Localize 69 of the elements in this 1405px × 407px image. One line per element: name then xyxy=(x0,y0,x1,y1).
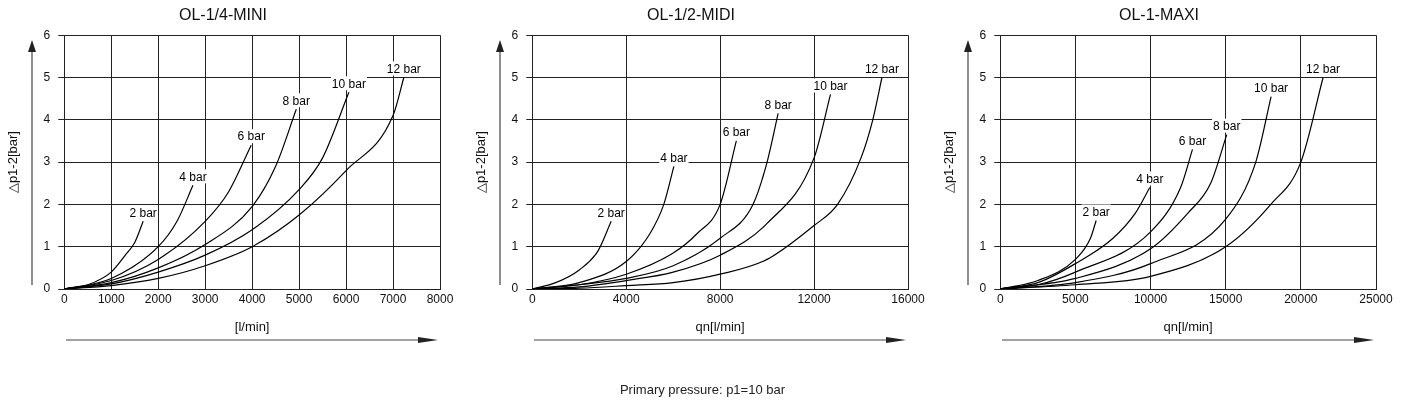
y-tick-label: 6 xyxy=(43,27,51,42)
x-tick-label: 8000 xyxy=(426,291,454,306)
y-tick-label: 3 xyxy=(511,154,519,169)
x-axis-title: qn[l/min] xyxy=(1163,318,1213,334)
y-tick-label: 2 xyxy=(511,196,519,211)
x-tick-label: 7000 xyxy=(379,291,407,306)
x-tick-label: 8000 xyxy=(706,291,734,306)
x-tick-label: 12000 xyxy=(797,291,832,306)
x-tick-label: 20000 xyxy=(1284,291,1318,306)
x-tick-label: 5000 xyxy=(1062,291,1090,306)
x-tick-label: 3000 xyxy=(191,291,219,306)
y-tick-label: 4 xyxy=(979,112,987,127)
y-tick-label: 2 xyxy=(979,196,987,211)
y-tick-label: 4 xyxy=(43,112,51,127)
series-label: 6 bar xyxy=(722,125,751,140)
x-tick-label: 16000 xyxy=(891,291,926,306)
series-label: 2 bar xyxy=(597,205,625,220)
y-tick-label: 1 xyxy=(979,239,987,254)
x-tick-label: 15000 xyxy=(1209,291,1243,306)
series-label: 10 bar xyxy=(1254,80,1289,95)
x-tick-label: 6000 xyxy=(332,291,360,306)
x-axis-title: [l/min] xyxy=(234,318,270,334)
series-label: 2 bar xyxy=(129,205,157,220)
chart-title: OL-1/2-MIDI xyxy=(646,6,736,24)
y-tick-label: 3 xyxy=(43,154,51,169)
y-tick-label: 2 xyxy=(43,196,51,211)
series-label: 6 bar xyxy=(1178,133,1207,148)
series-label: 2 bar xyxy=(1082,204,1110,219)
chart-title: OL-1-MAXI xyxy=(1118,6,1200,24)
series-label: 12 bar xyxy=(386,61,421,76)
series-label: 12 bar xyxy=(1306,61,1341,76)
x-tick-label: 0 xyxy=(528,291,536,306)
x-tick-label: 5000 xyxy=(285,291,313,306)
series-label: 10 bar xyxy=(331,76,366,91)
x-tick-label: 10000 xyxy=(1133,291,1168,306)
series-label: 6 bar xyxy=(237,129,265,144)
y-axis-title: △p1-2[bar] xyxy=(941,131,957,194)
y-tick-label: 1 xyxy=(43,239,51,254)
y-tick-label: 0 xyxy=(43,281,51,296)
y-axis-title: △p1-2[bar] xyxy=(473,131,489,194)
series-label: 10 bar xyxy=(813,78,848,93)
y-tick-label: 4 xyxy=(511,112,519,127)
y-tick-label: 1 xyxy=(511,239,519,254)
x-tick-label: 1000 xyxy=(97,291,125,306)
chart-title: OL-1/4-MINI xyxy=(178,6,268,24)
y-tick-label: 5 xyxy=(43,69,51,84)
series-label: 4 bar xyxy=(660,150,688,165)
x-tick-label: 0 xyxy=(60,291,68,306)
y-tick-label: 0 xyxy=(979,281,987,296)
series-label: 4 bar xyxy=(179,169,207,184)
y-tick-label: 3 xyxy=(979,154,987,169)
x-tick-label: 2000 xyxy=(144,291,172,306)
y-tick-label: 5 xyxy=(979,69,987,84)
text: Primary pressure: p1=10 bar xyxy=(618,382,787,397)
series-label: 8 bar xyxy=(1213,118,1241,133)
x-tick-label: 0 xyxy=(996,291,1004,306)
series-label: 12 bar xyxy=(864,61,899,76)
x-tick-label: 4000 xyxy=(612,291,640,306)
y-tick-label: 5 xyxy=(511,69,519,84)
y-axis-title: △p1-2[bar] xyxy=(5,131,21,194)
series-label: 8 bar xyxy=(764,97,792,112)
series-label: 8 bar xyxy=(282,93,310,108)
x-tick-label: 4000 xyxy=(238,291,266,306)
series-label: 4 bar xyxy=(1136,171,1164,186)
x-axis-title: qn[l/min] xyxy=(695,318,745,334)
y-tick-label: 0 xyxy=(511,281,519,296)
y-tick-label: 6 xyxy=(511,27,519,42)
y-tick-label: 6 xyxy=(979,27,987,42)
x-tick-label: 25000 xyxy=(1359,291,1394,306)
